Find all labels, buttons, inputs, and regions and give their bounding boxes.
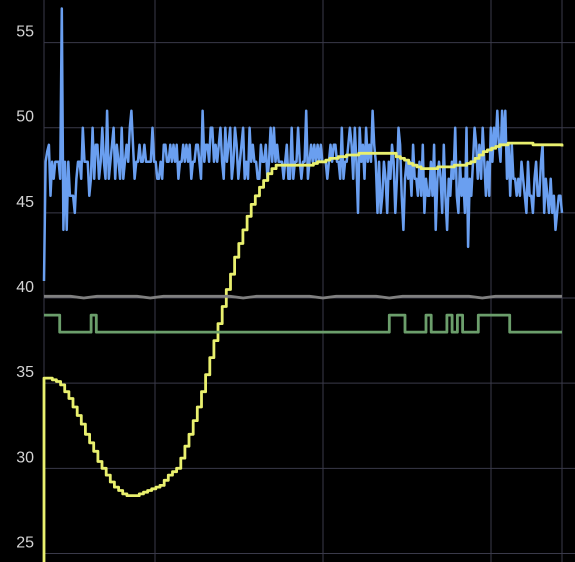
y-tick-label: 25: [16, 534, 34, 551]
gridlines: [43, 0, 575, 562]
series-line-4: [44, 313, 562, 334]
y-tick-label: 50: [16, 109, 34, 126]
y-tick-label: 45: [16, 194, 34, 211]
y-tick-label: 55: [16, 24, 34, 41]
series-line-3: [44, 294, 562, 300]
y-tick-label: 35: [16, 364, 34, 381]
series-line-1: [42, 7, 564, 282]
series-line-2: [42, 141, 564, 562]
y-tick-label: 30: [16, 449, 34, 466]
y-tick-label: 40: [16, 279, 34, 296]
y-axis-tick-labels: 25 30 35 40 45 50 55: [16, 24, 34, 552]
series-layer: [42, 7, 564, 562]
